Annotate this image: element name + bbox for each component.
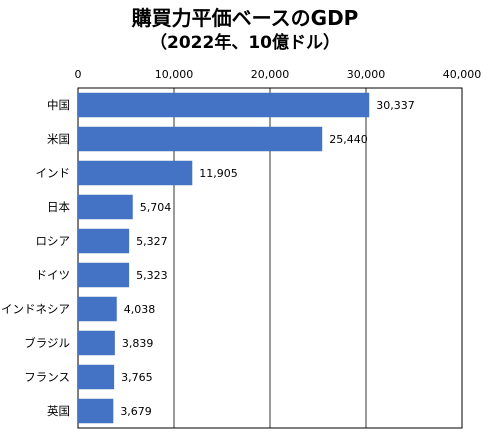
bar: [78, 126, 323, 152]
x-tick-label: 10,000: [155, 68, 194, 81]
data-label: 30,337: [376, 99, 415, 112]
bar: [78, 330, 115, 356]
category-label: ブラジル: [24, 336, 70, 350]
category-label: ロシア: [36, 234, 71, 248]
chart-subtitle: （2022年、10億ドル）: [150, 33, 340, 53]
x-tick-label: 40,000: [443, 68, 482, 81]
x-tick-label: 30,000: [347, 68, 386, 81]
bar: [78, 194, 133, 220]
bar: [78, 228, 130, 254]
data-label: 5,327: [136, 235, 168, 248]
category-label: 米国: [47, 132, 70, 146]
data-label: 3,679: [120, 405, 151, 418]
bar: [78, 398, 114, 424]
data-label: 5,323: [136, 269, 168, 282]
bar: [78, 364, 115, 390]
category-label: 英国: [47, 404, 70, 418]
data-label: 11,905: [199, 167, 238, 180]
data-label: 5,704: [140, 201, 172, 214]
data-label: 3,765: [121, 371, 153, 384]
category-label: インドネシア: [1, 302, 70, 316]
chart-title: 購買力平価ベースのGDP: [131, 6, 359, 30]
category-label: 中国: [47, 98, 70, 112]
data-label: 25,440: [329, 133, 368, 146]
data-label: 3,839: [122, 337, 154, 350]
x-tick-label: 20,000: [251, 68, 290, 81]
data-label: 4,038: [124, 303, 156, 316]
category-label: インド: [36, 166, 71, 180]
bar: [78, 160, 193, 186]
bar: [78, 296, 117, 322]
x-tick-label: 0: [75, 68, 82, 81]
bar: [78, 262, 130, 288]
bar: [78, 92, 370, 118]
category-label: ドイツ: [36, 268, 71, 282]
category-label: フランス: [24, 370, 70, 384]
category-label: 日本: [47, 200, 70, 214]
